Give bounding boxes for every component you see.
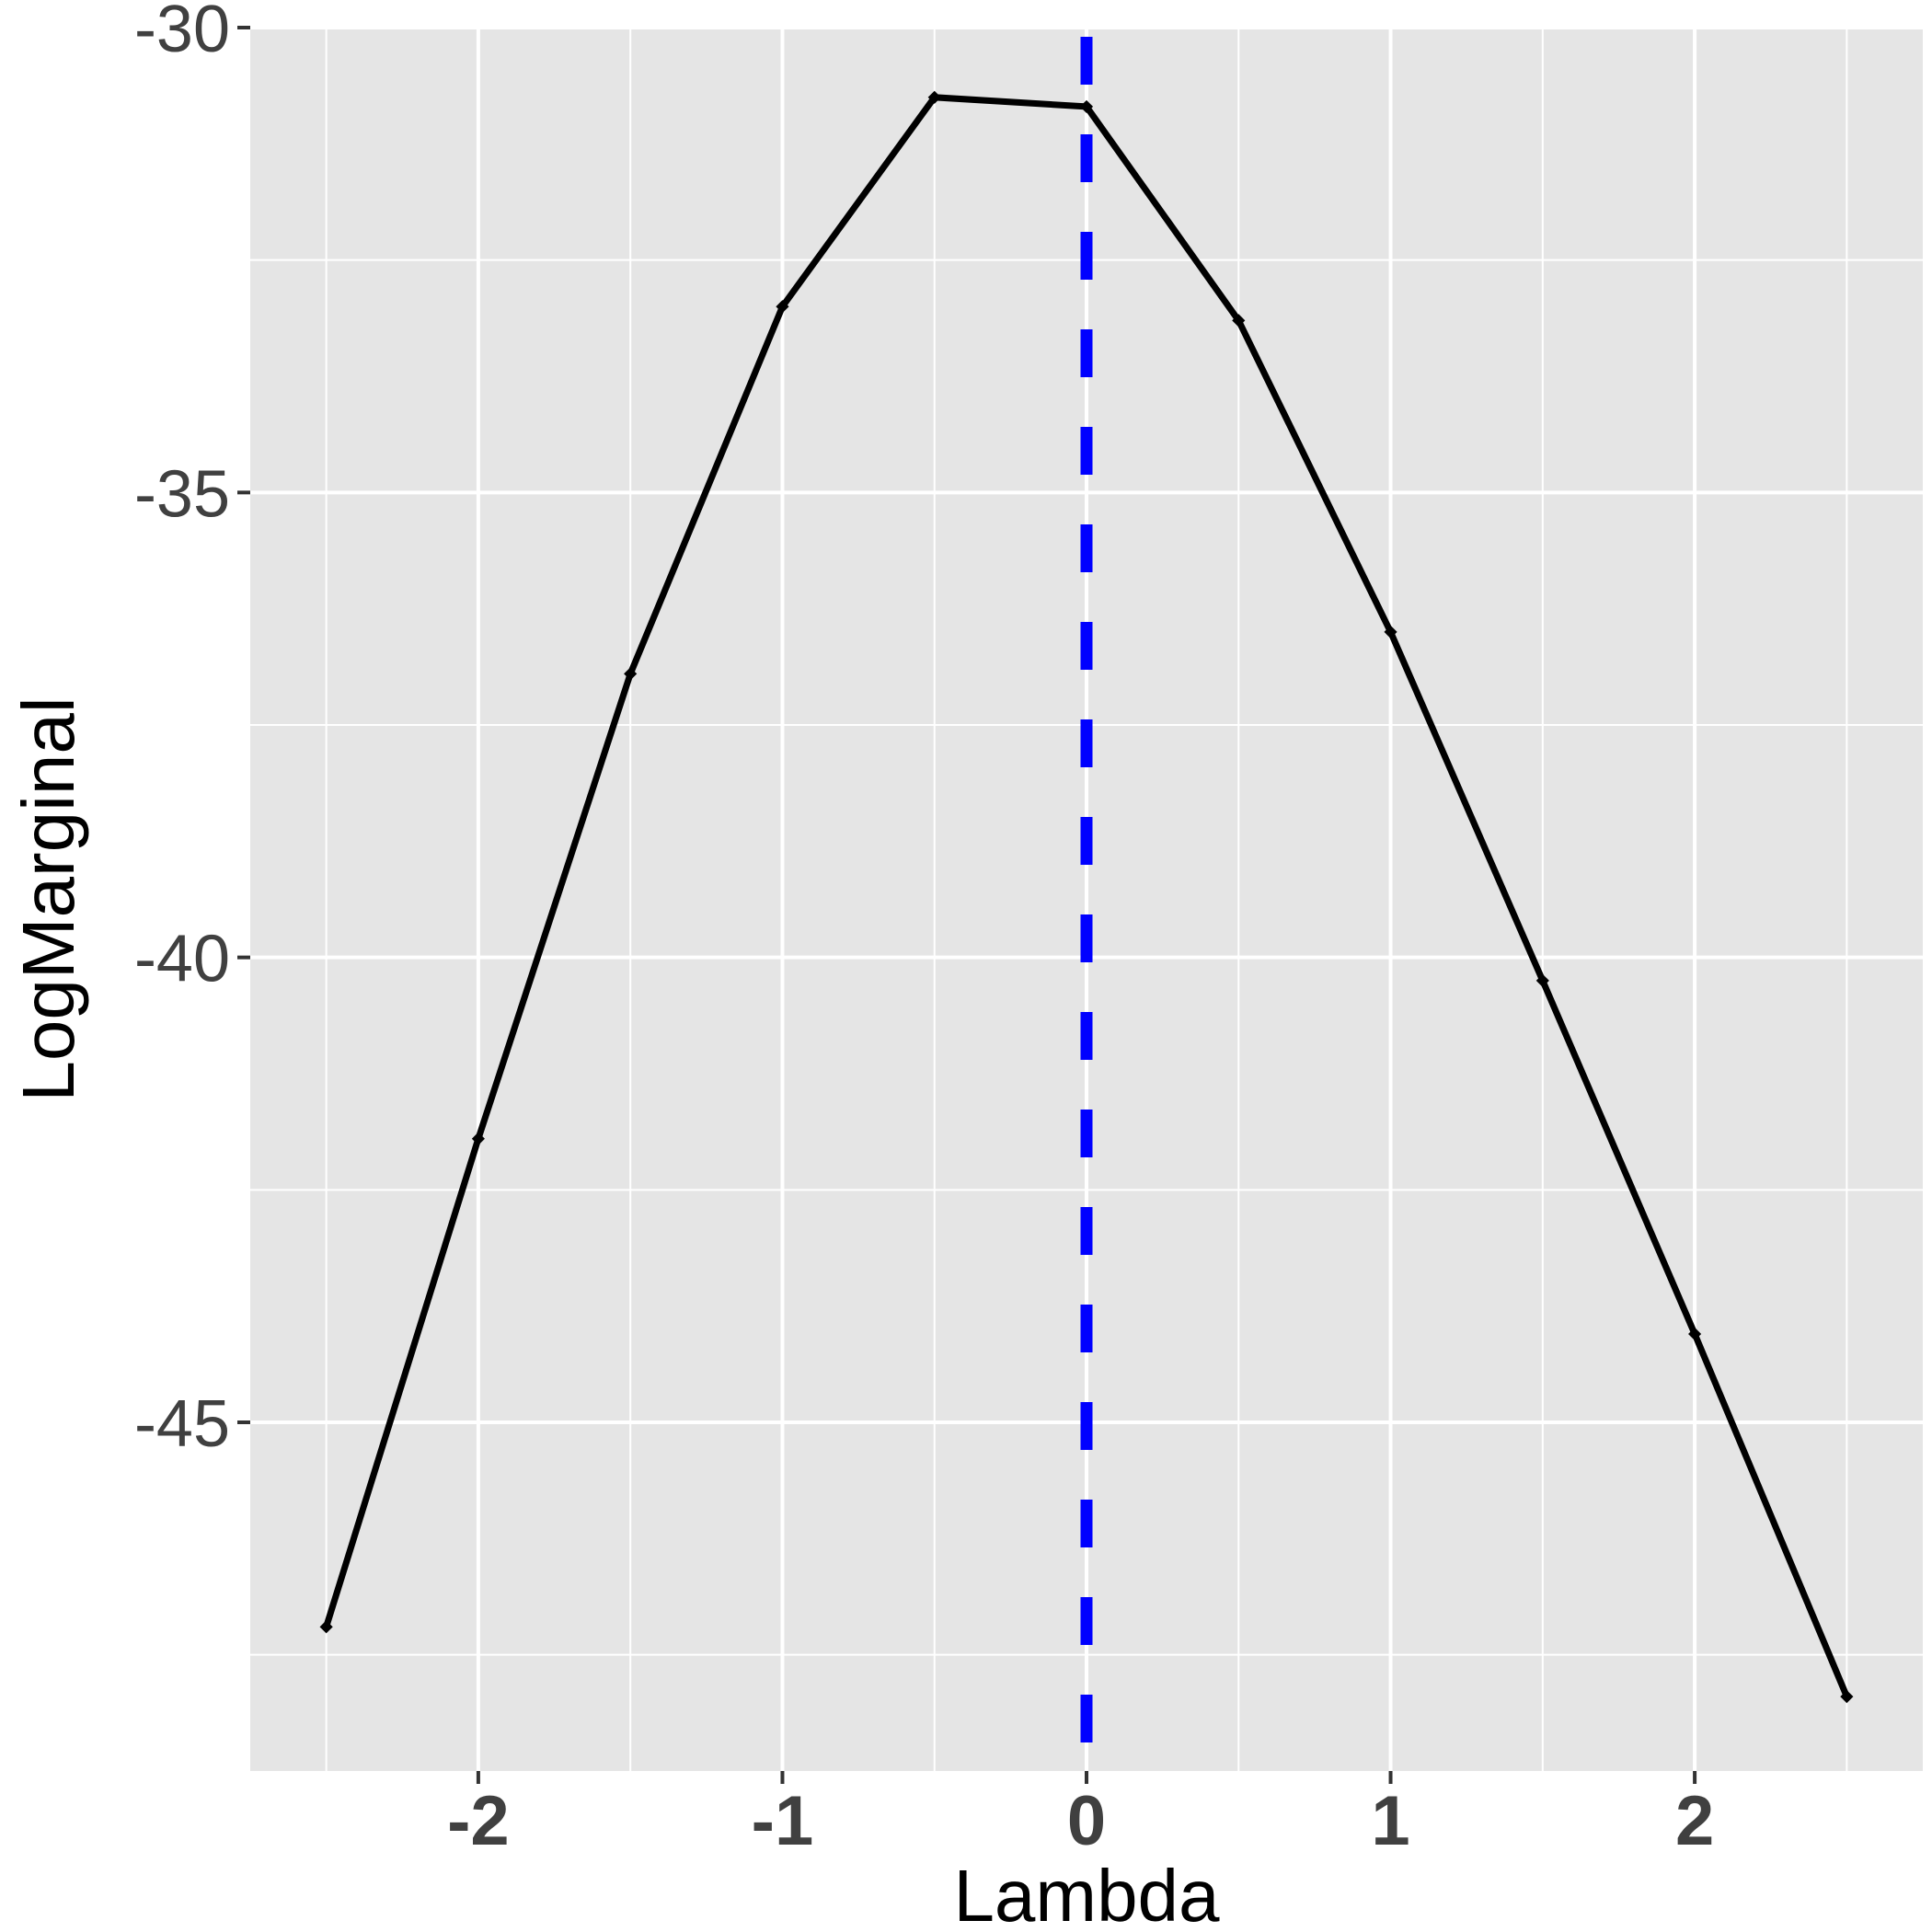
data-point bbox=[927, 90, 941, 104]
data-point bbox=[1384, 625, 1397, 639]
y-tick-label: -45 bbox=[134, 1387, 230, 1461]
x-tick-label: 0 bbox=[1067, 1782, 1106, 1860]
y-tick-label: -35 bbox=[134, 457, 230, 531]
x-axis-tick-labels: -2 -1 0 1 2 bbox=[447, 1782, 1714, 1860]
data-point bbox=[1535, 973, 1549, 988]
data-point bbox=[776, 300, 789, 314]
series-layer bbox=[319, 90, 1854, 1704]
y-tick-label: -30 bbox=[134, 0, 230, 66]
data-point bbox=[1840, 1690, 1854, 1704]
data-point bbox=[1688, 1327, 1702, 1341]
data-point bbox=[1079, 99, 1094, 113]
y-axis-tick-labels: -30 -35 -40 -45 bbox=[134, 0, 230, 1461]
axis-ticks bbox=[237, 26, 1697, 1784]
x-tick-label: 1 bbox=[1371, 1782, 1409, 1860]
x-tick-label: -1 bbox=[752, 1782, 814, 1860]
data-point bbox=[624, 667, 638, 681]
x-tick-label: -2 bbox=[447, 1782, 510, 1860]
data-point bbox=[319, 1620, 333, 1634]
data-point bbox=[471, 1132, 485, 1145]
y-axis-title: LogMarginal bbox=[7, 696, 89, 1101]
y-tick-label: -40 bbox=[134, 923, 230, 996]
data-point bbox=[1232, 314, 1246, 328]
x-axis-title: Lambda bbox=[953, 1855, 1220, 1932]
x-tick-label: 2 bbox=[1675, 1782, 1714, 1860]
